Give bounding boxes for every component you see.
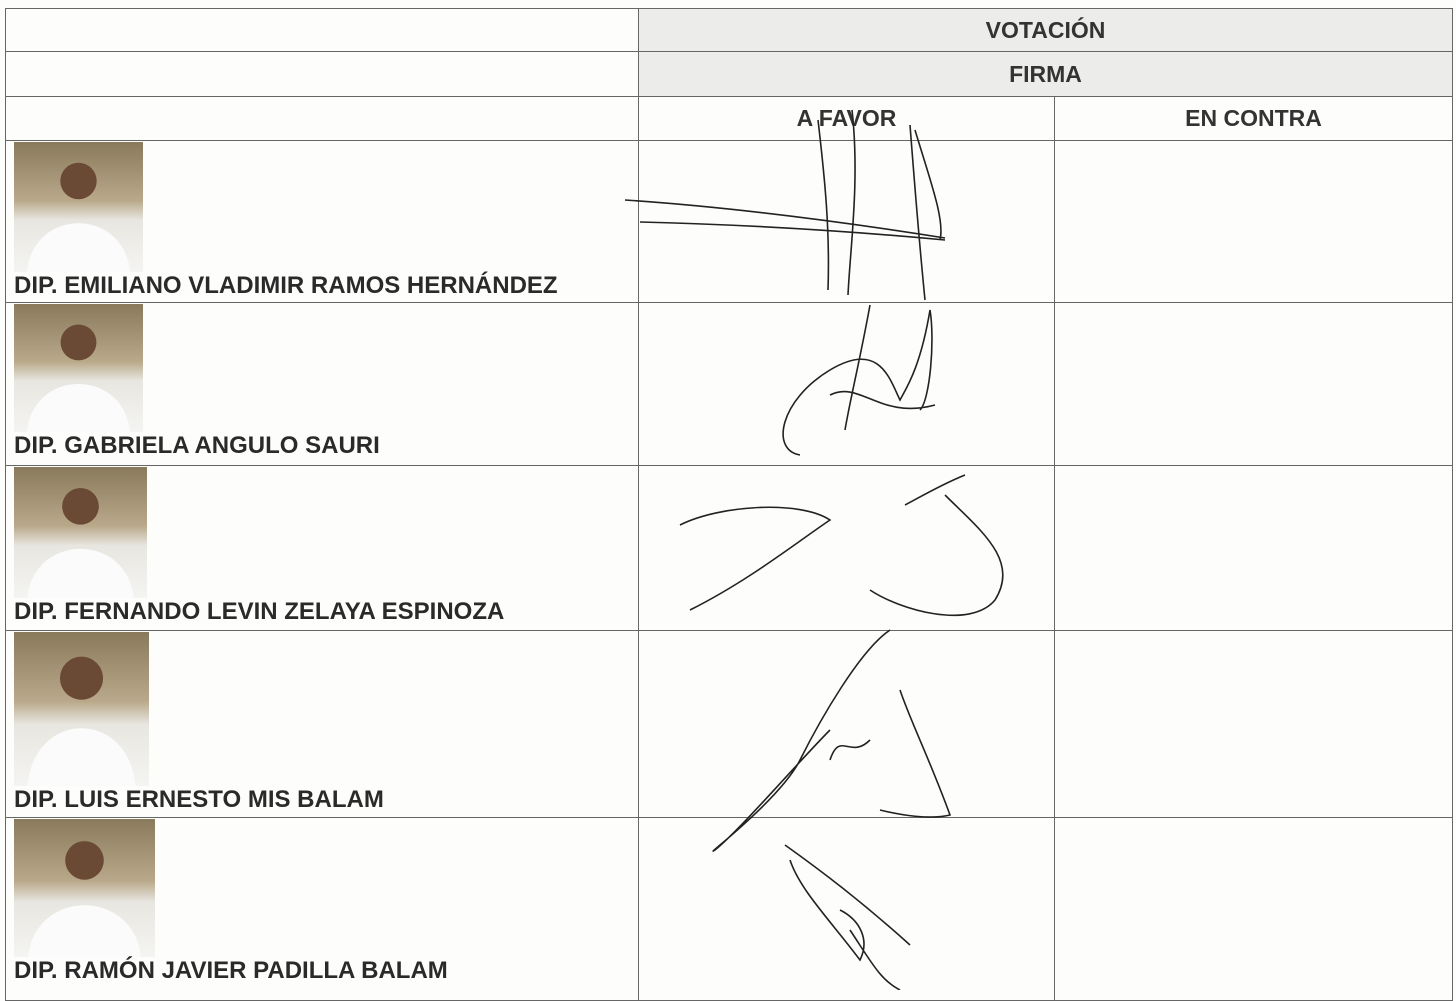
empty-cell <box>5 8 639 52</box>
vote-cell <box>1054 140 1453 303</box>
vote-cell <box>638 817 1055 1001</box>
vote-cell <box>1054 630 1453 818</box>
portrait <box>27 656 136 786</box>
vote-cell <box>638 630 1055 818</box>
vote-cell <box>638 465 1055 631</box>
photo <box>14 467 147 598</box>
member-name: DIP. FERNANDO LEVIN ZELAYA ESPINOZA <box>14 598 505 625</box>
member-name: DIP. RAMÓN JAVIER PADILLA BALAM <box>14 957 448 984</box>
photo <box>14 142 143 272</box>
portrait <box>28 841 141 957</box>
table-title: VOTACIÓN <box>638 8 1453 52</box>
member-name: DIP. EMILIANO VLADIMIR RAMOS HERNÁNDEZ <box>14 272 558 299</box>
photo <box>14 304 143 432</box>
column-header: A FAVOR <box>638 96 1055 141</box>
portrait <box>26 162 131 272</box>
empty-cell <box>5 96 639 141</box>
photo <box>14 819 155 957</box>
vote-cell <box>638 140 1055 303</box>
member-name: DIP. GABRIELA ANGULO SAURI <box>14 432 380 459</box>
vote-cell <box>1054 465 1453 631</box>
table-subtitle: FIRMA <box>638 51 1453 97</box>
portrait <box>27 487 134 598</box>
photo <box>14 632 149 786</box>
vote-cell <box>1054 817 1453 1001</box>
vote-cell <box>1054 302 1453 466</box>
column-header: EN CONTRA <box>1054 96 1453 141</box>
member-name: DIP. LUIS ERNESTO MIS BALAM <box>14 786 384 813</box>
empty-cell <box>5 51 639 97</box>
portrait <box>26 324 131 432</box>
vote-cell <box>638 302 1055 466</box>
